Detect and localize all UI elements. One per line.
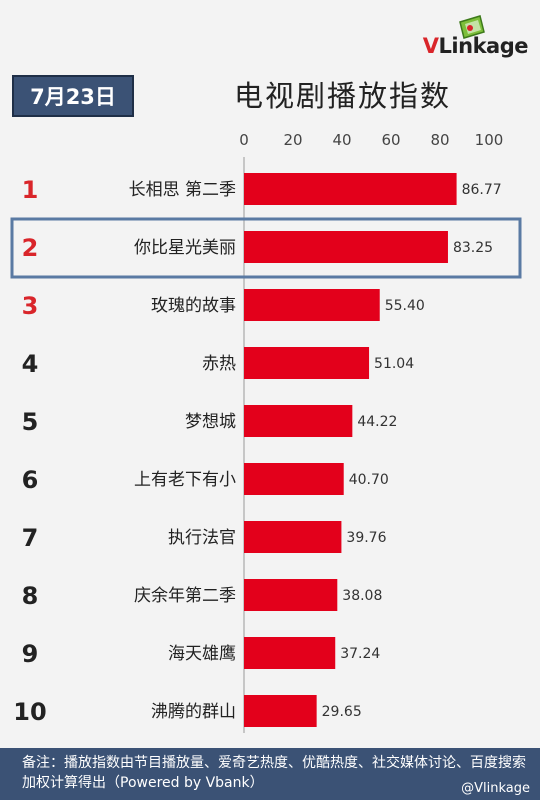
category-label: 你比星光美丽 (134, 238, 236, 258)
category-label: 上有老下有小 (134, 470, 236, 490)
bar (244, 521, 342, 553)
logo-mark-icon (459, 15, 485, 39)
rank-number: 5 (22, 408, 39, 436)
category-label: 庆余年第二季 (134, 586, 236, 606)
category-label: 沸腾的群山 (151, 702, 236, 722)
logo-text: VLinkage (422, 34, 529, 58)
x-tick-label: 20 (283, 131, 302, 149)
footer-note-text: 备注：播放指数由节目播放量、爱奇艺热度、优酷热度、社交媒体讨论、百度搜索加权计算… (22, 755, 526, 791)
bar (244, 231, 448, 263)
category-label: 玫瑰的故事 (151, 296, 236, 316)
value-label: 39.76 (346, 530, 386, 546)
category-label: 长相思 第二季 (129, 180, 236, 200)
x-tick-label: 100 (475, 131, 504, 149)
category-label: 梦想城 (185, 412, 236, 432)
rank-number: 1 (22, 176, 39, 204)
rank-number: 10 (13, 698, 46, 726)
value-label: 38.08 (342, 588, 382, 604)
rank-number: 6 (22, 466, 39, 494)
category-label: 赤热 (202, 354, 236, 374)
value-label: 40.70 (349, 472, 389, 488)
rank-number: 4 (22, 350, 39, 378)
chart-title: 电视剧播放指数 (234, 79, 452, 113)
footer-note: 备注：播放指数由节目播放量、爱奇艺热度、优酷热度、社交媒体讨论、百度搜索加权计算… (0, 748, 540, 800)
bar (244, 637, 336, 669)
x-tick-label: 40 (332, 131, 351, 149)
date-badge: 7月23日 (12, 75, 134, 117)
value-label: 37.24 (340, 646, 380, 662)
x-tick-label: 60 (381, 131, 400, 149)
bar (244, 289, 380, 321)
value-label: 29.65 (322, 704, 362, 720)
value-label: 55.40 (385, 298, 425, 314)
bar (244, 579, 338, 611)
value-label: 44.22 (357, 414, 397, 430)
bar (244, 695, 317, 727)
weibo-handle: @Vlinkage (461, 781, 530, 796)
category-label: 海天雄鹰 (168, 644, 236, 664)
rank-number: 2 (22, 234, 39, 262)
rank-number: 9 (22, 640, 39, 668)
value-label: 86.77 (462, 182, 502, 198)
category-label: 执行法官 (168, 528, 236, 548)
bar (244, 347, 370, 379)
bar-chart: 0 20 40 60 80 100 1 长相思 第二季 86.77 2 你比星光美丽 83.25 3 玫瑰… (10, 131, 522, 733)
value-label: 51.04 (374, 356, 414, 372)
highlight-box (10, 217, 522, 279)
rank-number: 8 (22, 582, 39, 610)
x-tick-label: 80 (430, 131, 449, 149)
rank-number: 3 (22, 292, 39, 320)
vlinkage-logo: VLinkage (410, 14, 529, 64)
value-label: 83.25 (453, 240, 493, 256)
bar (244, 463, 344, 495)
weibo-watermark: @Vlinkage (461, 781, 530, 796)
bar (244, 405, 353, 437)
bar (244, 173, 457, 205)
rank-number: 7 (22, 524, 39, 552)
x-tick-label: 0 (239, 131, 249, 149)
